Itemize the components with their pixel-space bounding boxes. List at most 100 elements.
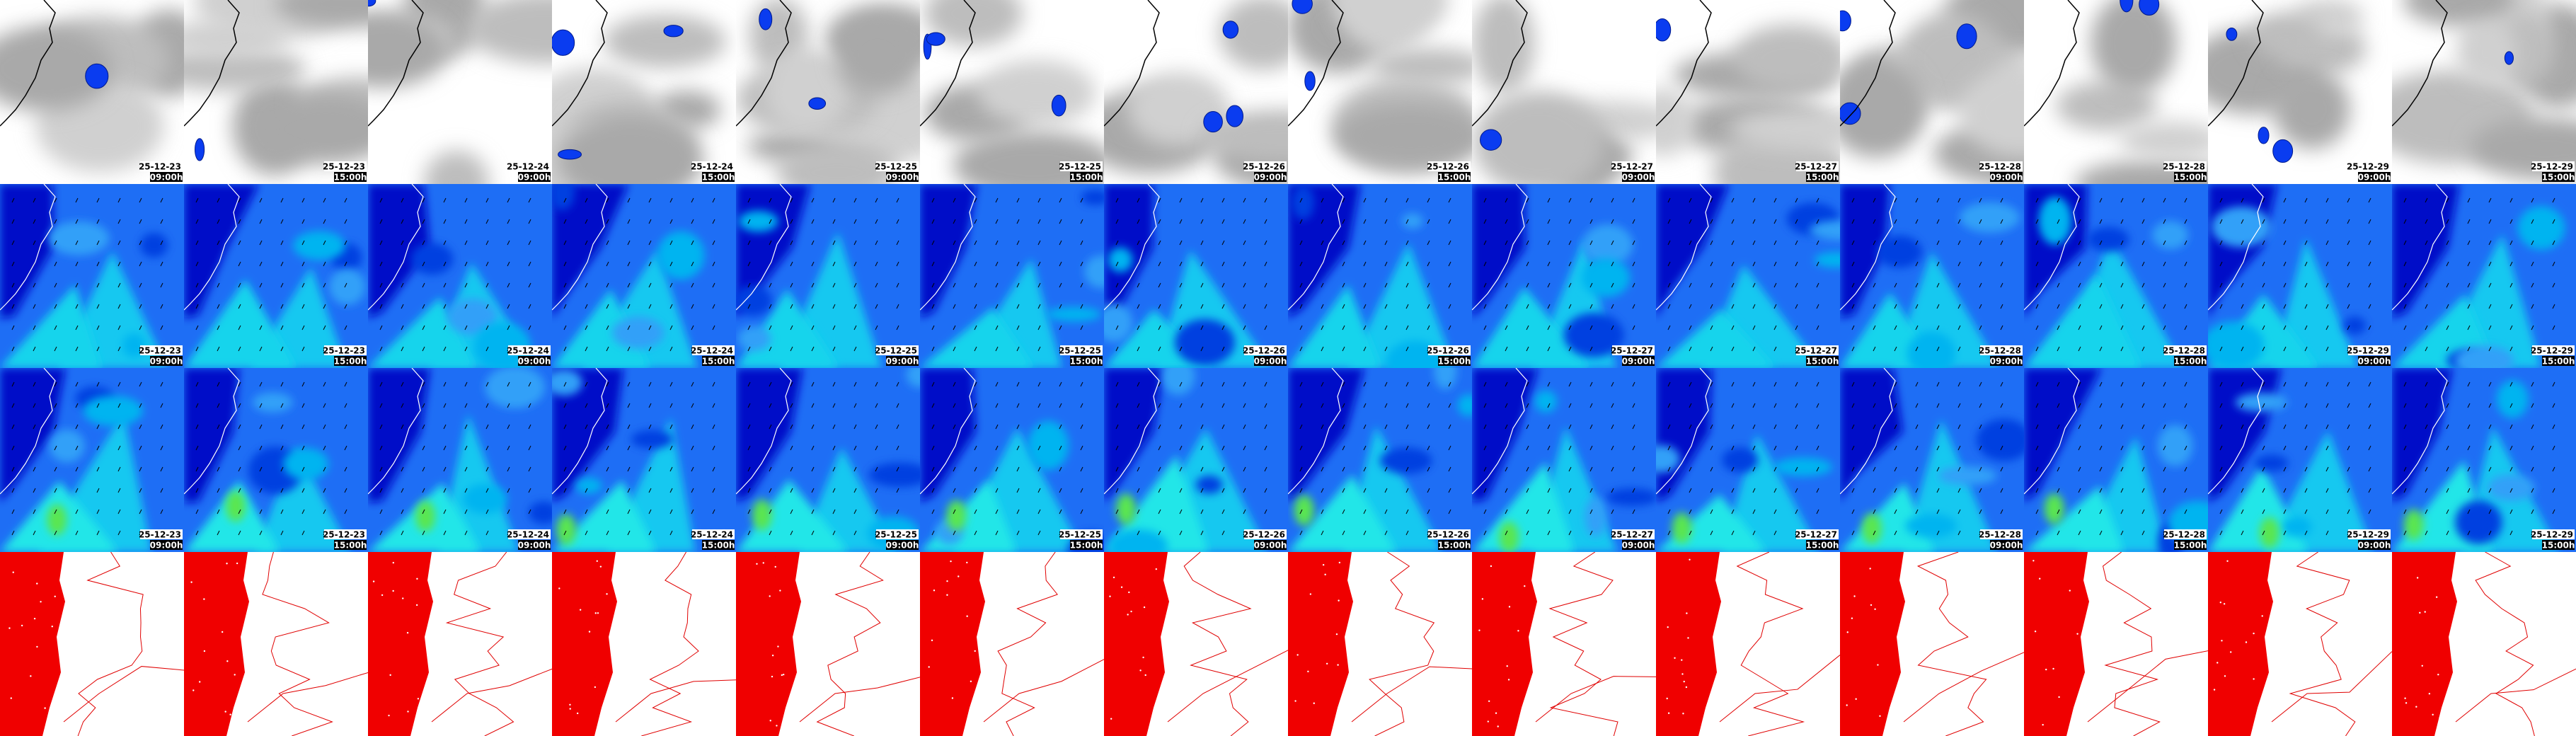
low-region — [1840, 368, 1903, 502]
wind-arrow — [1243, 466, 1246, 472]
wind-arrow — [1427, 197, 1430, 203]
wind-arrow — [790, 381, 793, 387]
wind-arrow — [1179, 445, 1183, 451]
wind-arrow — [1632, 509, 1635, 514]
wind-arrow — [896, 403, 899, 408]
wind-arrow — [974, 304, 977, 309]
wind-arrow — [280, 219, 284, 224]
wind-arrow — [1363, 325, 1367, 330]
wind-arrow — [96, 424, 100, 430]
time-label: 15:00h — [2542, 173, 2575, 183]
wind-arrow — [217, 424, 220, 430]
wind-arrow — [1384, 219, 1388, 224]
wind-arrow — [1873, 346, 1876, 352]
wind-arrow — [1731, 219, 1735, 224]
wind-arrow — [1016, 240, 1020, 246]
wind-arrow — [1342, 381, 1345, 387]
wind-arrow — [1137, 403, 1140, 408]
wind-arrow — [1483, 240, 1487, 246]
wind-arrow — [1773, 197, 1777, 203]
contour-blob — [1876, 235, 1923, 268]
contour-dot — [1667, 626, 1669, 628]
coastline — [2208, 0, 2264, 127]
map-panel — [2392, 552, 2576, 736]
wind-arrow — [117, 261, 121, 267]
wind-arrow — [1710, 530, 1713, 536]
wind-arrow — [811, 403, 815, 408]
wind-arrow — [2552, 219, 2555, 224]
wind-arrow — [832, 346, 836, 352]
wind-arrow — [931, 240, 935, 246]
wind-arrow — [1773, 445, 1777, 451]
contour-blob — [2088, 226, 2129, 252]
contour-blob — [1534, 390, 1557, 413]
wind-arrow — [2325, 197, 2329, 203]
wind-arrow — [1526, 381, 1529, 387]
wind-arrow — [1342, 197, 1345, 203]
wind-arrow — [2141, 424, 2145, 430]
wind-arrow — [1773, 466, 1777, 472]
wind-arrow — [301, 240, 305, 246]
wind-arrow — [1731, 304, 1735, 309]
wind-arrow — [75, 261, 79, 267]
wind-arrow — [1894, 403, 1897, 408]
wind-arrow — [832, 509, 836, 514]
wind-arrow — [1915, 282, 1919, 288]
date-box — [324, 345, 367, 355]
precipitation — [1840, 102, 1861, 125]
wind-arrow — [507, 304, 510, 309]
wind-arrow — [2403, 530, 2407, 536]
wind-arrow — [1080, 445, 1083, 451]
wind-arrow — [139, 509, 142, 514]
wind-arrow — [464, 488, 468, 493]
contour-dot — [558, 587, 560, 590]
wind-arrow — [2446, 304, 2449, 309]
wind-arrow — [1016, 346, 1020, 352]
wind-arrow — [811, 509, 815, 514]
wind-arrow — [2057, 381, 2060, 387]
wind-arrow — [54, 445, 57, 451]
wind-arrow — [2163, 219, 2166, 224]
wind-arrow — [2078, 445, 2081, 451]
wind-arrow — [832, 197, 836, 203]
wind-arrow — [2262, 530, 2265, 536]
wind-arrow — [1221, 197, 1225, 203]
wind-arrow — [2531, 488, 2534, 493]
wind-arrow — [160, 304, 163, 309]
wind-arrow — [1851, 530, 1855, 536]
wind-arrow — [747, 219, 751, 224]
time-label: 15:00h — [702, 173, 735, 183]
wind-arrow — [811, 325, 815, 330]
wind-arrow — [1483, 509, 1487, 514]
wind-arrow — [2403, 466, 2407, 472]
wind-arrow — [2347, 304, 2350, 309]
precipitation — [1292, 0, 1313, 14]
wind-arrow — [379, 424, 383, 430]
wind-arrow — [1448, 304, 1451, 309]
wind-arrow — [1384, 530, 1388, 536]
coastline — [2024, 368, 2080, 495]
wind-arrow — [1589, 304, 1593, 309]
date-box — [140, 529, 183, 539]
wind-arrow — [2141, 197, 2145, 203]
wind-arrow — [401, 219, 404, 224]
wind-arrow — [1363, 197, 1367, 203]
low-region — [368, 368, 430, 502]
wind-arrow — [2446, 240, 2449, 246]
wind-arrow — [11, 381, 15, 387]
coastline — [1840, 368, 1896, 495]
date-label: 25-12-23 — [139, 162, 181, 172]
wind-arrow — [2057, 304, 2060, 309]
wind-arrow — [1773, 509, 1777, 514]
wind-arrow — [1059, 403, 1062, 408]
wind-arrow — [2509, 346, 2513, 352]
wind-arrow — [2141, 219, 2145, 224]
date-box — [1796, 529, 1839, 539]
wind-arrow — [96, 197, 100, 203]
wind-arrow — [790, 424, 793, 430]
wind-arrow — [1752, 466, 1756, 472]
wind-arrow — [280, 261, 284, 267]
